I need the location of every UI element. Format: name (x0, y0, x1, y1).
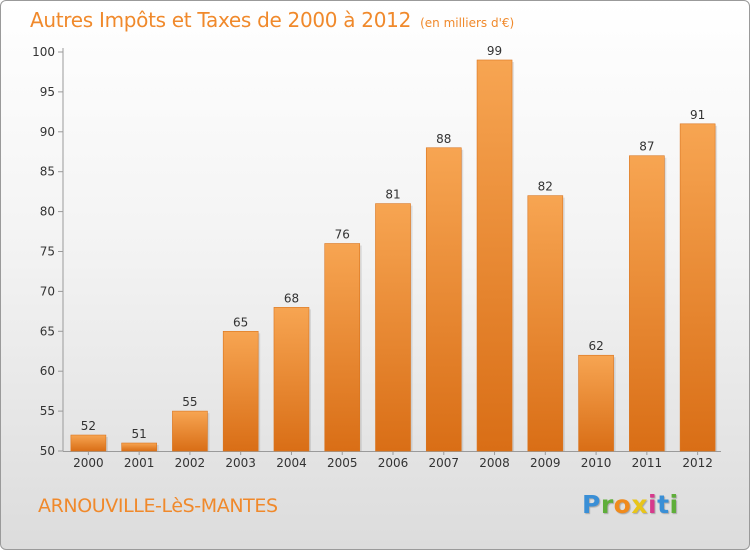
logo-letter: t (657, 490, 670, 519)
logo-letter: x (631, 490, 648, 519)
bar-value-label: 52 (81, 419, 96, 433)
y-tick-label: 50 (40, 444, 55, 458)
bar (425, 147, 462, 452)
proxiti-logo: Proxiti (582, 490, 679, 519)
x-tick-label: 2003 (225, 456, 256, 470)
x-tick-label: 2000 (73, 456, 104, 470)
x-tick-label: 2012 (682, 456, 713, 470)
logo-letter: r (600, 490, 614, 519)
bar-value-label: 76 (335, 228, 350, 242)
x-tick-label: 2008 (479, 456, 510, 470)
y-tick-label: 100 (32, 45, 55, 59)
y-tick-label: 75 (40, 245, 55, 259)
x-tick-label: 2004 (276, 456, 307, 470)
x-tick-label: 2006 (378, 456, 409, 470)
logo-letter: o (613, 490, 632, 519)
bar (375, 203, 411, 452)
bar-value-label: 55 (182, 395, 197, 409)
x-tick-label: 2002 (175, 456, 206, 470)
bar-value-label: 88 (436, 132, 451, 146)
chart-labels: 52 51 55 65 68 76 81 88 99 82 62 87 91 (81, 44, 706, 441)
bar-value-label: 62 (588, 339, 603, 353)
bar (476, 59, 513, 452)
bar-value-label: 68 (284, 291, 299, 305)
bar-value-label: 81 (385, 188, 400, 202)
x-tick-label: 2001 (124, 456, 155, 470)
chart-axes: 50 55 60 65 70 75 80 85 90 95 100 2000 2001 2002 2003 2… (32, 45, 721, 470)
x-tick-label: 2011 (632, 456, 663, 470)
y-tick-label: 55 (40, 404, 55, 418)
bar (70, 434, 107, 452)
bar-value-label: 82 (538, 180, 553, 194)
bar (527, 195, 564, 452)
bar (172, 410, 208, 452)
chart-subtitle: (en milliers d'€) (420, 16, 515, 30)
bar (578, 354, 614, 452)
bar-value-label: 99 (487, 44, 502, 58)
bar (222, 330, 259, 452)
y-tick-label: 70 (40, 284, 55, 298)
y-tick-label: 60 (40, 364, 55, 378)
x-tick-label: 2007 (429, 456, 460, 470)
bar (324, 243, 361, 452)
bar-value-label: 87 (639, 140, 654, 154)
bar (121, 442, 157, 452)
y-tick-label: 80 (40, 205, 55, 219)
logo-letter: P (582, 490, 601, 519)
chart-bars (70, 59, 718, 452)
bar-value-label: 91 (690, 108, 705, 122)
bar (679, 123, 716, 452)
y-tick-label: 95 (40, 85, 55, 99)
logo-letter: i (648, 490, 658, 519)
bar (273, 307, 310, 452)
bar-value-label: 65 (233, 315, 248, 329)
bar (629, 155, 665, 452)
x-tick-label: 2010 (581, 456, 612, 470)
logo-letter: i (669, 490, 679, 519)
title-row: Autres Impôts et Taxes de 2000 à 2012 (e… (30, 8, 514, 32)
y-tick-label: 65 (40, 324, 55, 338)
y-tick-label: 85 (40, 165, 55, 179)
x-tick-label: 2009 (530, 456, 561, 470)
x-tick-label: 2005 (327, 456, 358, 470)
chart-title: Autres Impôts et Taxes de 2000 à 2012 (30, 8, 411, 32)
bar-value-label: 51 (132, 427, 147, 441)
y-tick-label: 90 (40, 125, 55, 139)
commune-name: ARNOUVILLE-LèS-MANTES (38, 495, 278, 517)
